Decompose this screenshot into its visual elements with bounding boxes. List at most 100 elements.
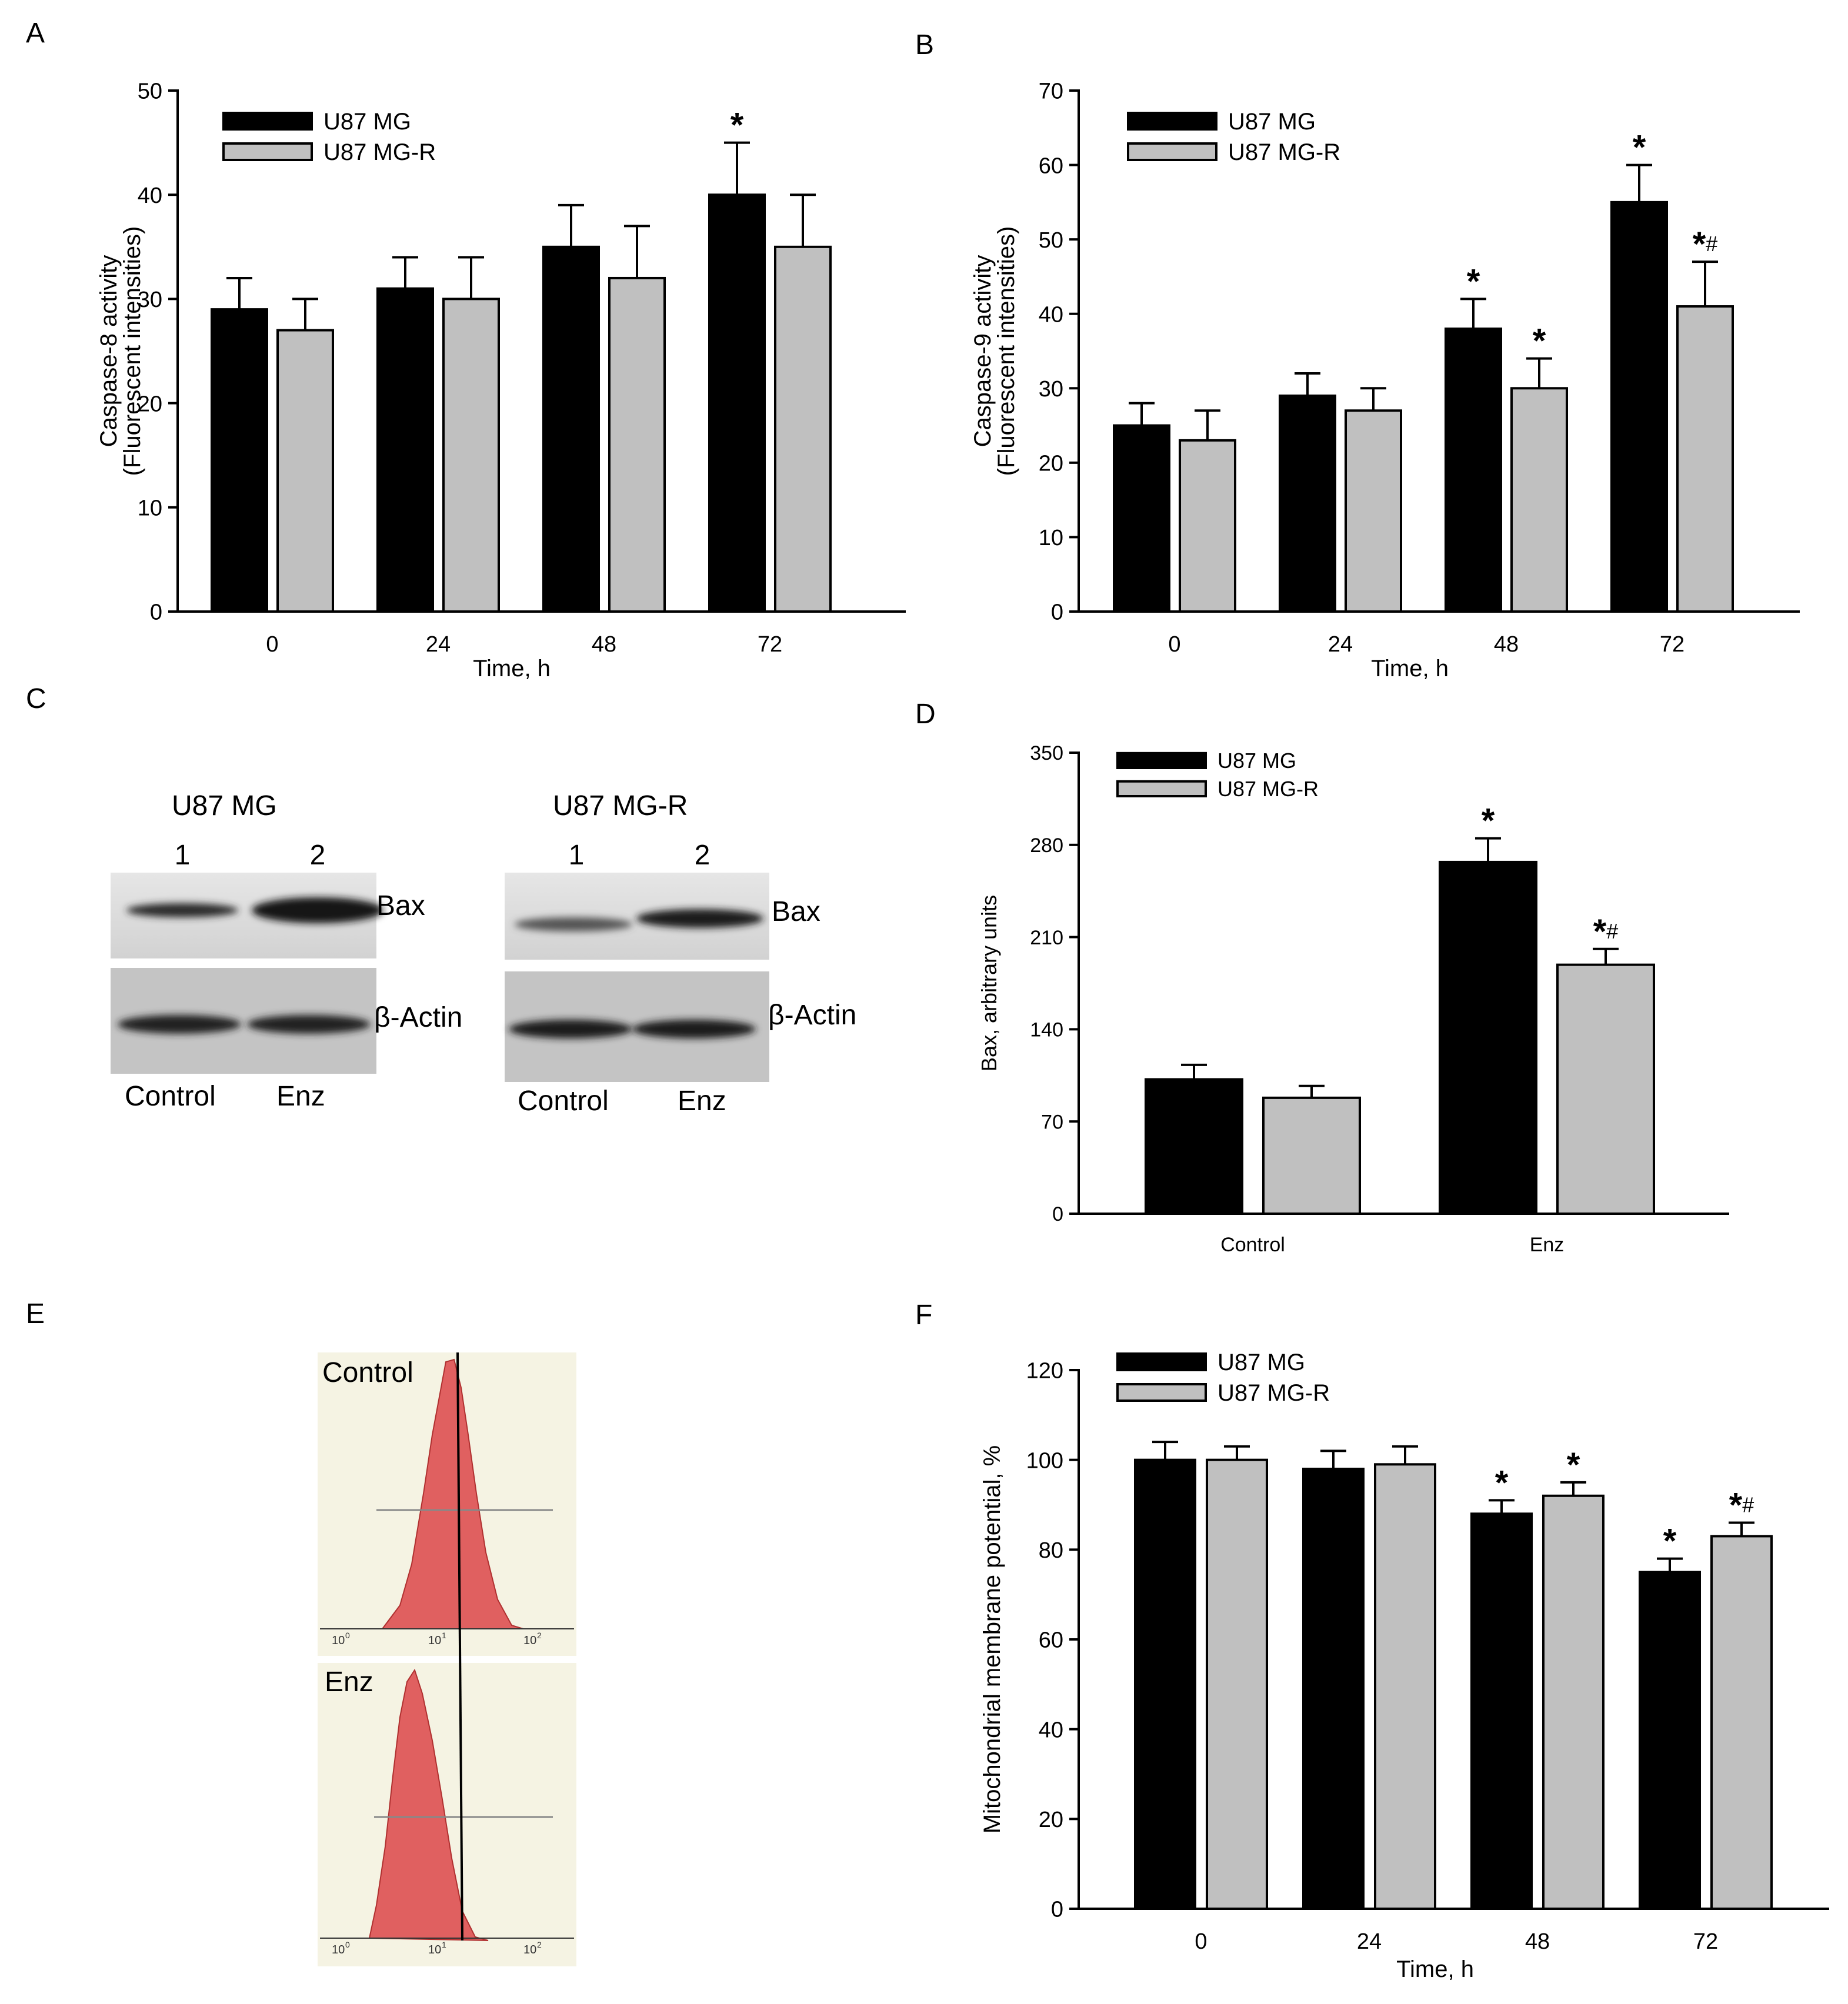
y-tick-label: 40 xyxy=(1039,302,1063,327)
bar xyxy=(1262,1096,1361,1215)
y-tick-label: 0 xyxy=(1051,600,1063,625)
legend-swatch xyxy=(1127,142,1217,161)
y-tick-label: 0 xyxy=(150,600,162,625)
bar xyxy=(1302,1467,1365,1910)
flow-control-tick-1-exp: 1 xyxy=(442,1631,446,1640)
significance-mark: * xyxy=(730,106,744,145)
x-axis-title: Time, h xyxy=(1396,1956,1474,1982)
bar xyxy=(542,245,600,613)
panel-label-e: E xyxy=(26,1298,45,1330)
bar xyxy=(1439,860,1537,1215)
bar xyxy=(376,287,434,613)
blot-left-actin-band-2 xyxy=(247,1015,371,1034)
flow-enz-tick-0: 10 xyxy=(332,1943,345,1956)
y-tick-label: 30 xyxy=(138,288,162,312)
y-tick-label: 0 xyxy=(1052,1203,1063,1225)
blot-right-bax-label: Bax xyxy=(772,896,820,927)
blot-right-actin-band-2 xyxy=(632,1020,756,1038)
y-axis-title: Caspase-9 activity xyxy=(970,255,996,447)
y-axis-title: Caspase-8 activity xyxy=(96,255,122,447)
flow-cytometry-panel: Control Enz 10 0 10 1 10 2 10 0 10 1 10 … xyxy=(318,1352,576,1966)
significance-mark: * xyxy=(1482,802,1495,840)
caspase-8-chart: 0 10 20 30 40 50 0 24 48 * 72 Time, h Caspase-8 acti… xyxy=(96,79,906,682)
panel-label-f: F xyxy=(915,1300,932,1331)
bar xyxy=(708,193,766,613)
bar xyxy=(1374,1463,1436,1911)
flow-control-tick-2: 10 xyxy=(523,1634,536,1647)
legend-label: U87 MG xyxy=(1217,749,1296,773)
bar xyxy=(1470,1512,1533,1910)
panel-label-d: D xyxy=(915,699,936,730)
blot-right-lane-1: 1 xyxy=(569,840,585,871)
western-blot-left: U87 MG 1 2 Bax β-Actin Control Enz xyxy=(111,790,462,1112)
significance-mark: * xyxy=(1495,1464,1509,1502)
bar xyxy=(1676,305,1734,613)
flow-control-label: Control xyxy=(322,1357,413,1388)
panel-label-c: C xyxy=(26,683,46,714)
y-tick-label: 120 xyxy=(1026,1359,1063,1384)
bar xyxy=(1179,439,1236,613)
significance-mark: * xyxy=(1567,1446,1580,1484)
panel-label-b: B xyxy=(915,29,934,61)
x-tick-label: 24 xyxy=(426,632,451,657)
y-tick-label: 20 xyxy=(1039,1808,1063,1832)
y-axis-title-line-2: (Fluorescent intensities) xyxy=(119,226,145,476)
bar xyxy=(1134,1458,1196,1911)
blot-right-bax-band-1 xyxy=(515,917,632,931)
y-tick-label: 350 xyxy=(1030,742,1063,764)
blot-left-actin-label: β-Actin xyxy=(374,1002,462,1033)
bar xyxy=(1542,1494,1605,1911)
x-tick-label: 24 xyxy=(1328,632,1353,657)
y-tick-label: 70 xyxy=(1041,1111,1063,1133)
bar xyxy=(774,245,832,613)
significance-mark: * xyxy=(1533,322,1546,360)
significance-mark: * xyxy=(1467,262,1480,300)
blot-left-condition-enz: Enz xyxy=(276,1081,325,1112)
significance-mark: *# xyxy=(1693,225,1718,263)
blot-left-condition-control: Control xyxy=(125,1081,216,1112)
y-axis-title: Bax, arbitrary units xyxy=(977,895,1001,1071)
blot-left-lane-1: 1 xyxy=(175,840,191,871)
y-tick-label: 80 xyxy=(1039,1538,1063,1563)
bar xyxy=(211,308,268,613)
y-tick-label: 20 xyxy=(138,392,162,416)
mitochondrial-potential-chart: 0 20 40 60 80 100 120 0 24 * * 48 * *# 72 Time, h Mitoch… xyxy=(979,1350,1829,1982)
legend-label: U87 MG xyxy=(323,109,411,135)
y-tick-label: 0 xyxy=(1051,1898,1063,1922)
y-tick-label: 70 xyxy=(1039,79,1063,104)
flow-reference-line xyxy=(456,1352,463,1941)
y-tick-label: 40 xyxy=(138,183,162,208)
y-tick-label: 100 xyxy=(1026,1448,1063,1473)
x-tick-label: 0 xyxy=(266,632,278,657)
flow-enz-histogram xyxy=(368,1668,489,1941)
blot-right-condition-control: Control xyxy=(518,1086,609,1117)
y-axis-title: Mitochondrial membrane potential, % xyxy=(979,1445,1005,1833)
significance-mark: * xyxy=(1633,129,1646,167)
legend-swatch xyxy=(1116,1383,1207,1402)
x-tick-label: 72 xyxy=(1693,1929,1718,1954)
caspase-9-chart: 0 10 20 30 40 50 60 70 0 24 * * 48 * *# 72 Time, h Caspas… xyxy=(970,79,1800,682)
bar xyxy=(1145,1078,1243,1215)
blot-right-title: U87 MG-R xyxy=(553,790,688,821)
western-blot-right: U87 MG-R 1 2 Bax β-Actin Control Enz xyxy=(505,790,856,1117)
legend-label: U87 MG-R xyxy=(1217,777,1319,801)
y-tick-label: 40 xyxy=(1039,1718,1063,1742)
x-tick-label: 72 xyxy=(758,632,782,657)
significance-mark: * xyxy=(1663,1522,1677,1561)
x-tick-label: 48 xyxy=(1494,632,1519,657)
bar xyxy=(1610,201,1668,613)
x-axis-title: Time, h xyxy=(473,656,551,682)
bar xyxy=(1710,1535,1773,1910)
y-tick-label: 60 xyxy=(1039,153,1063,178)
significance-mark: *# xyxy=(1729,1487,1754,1525)
flow-enz-tick-1: 10 xyxy=(428,1943,441,1956)
blot-left-lane-2: 2 xyxy=(310,840,326,871)
y-tick-label: 210 xyxy=(1030,927,1063,949)
flow-control-tick-0-exp: 0 xyxy=(345,1631,350,1640)
bar xyxy=(442,298,500,613)
bar xyxy=(1206,1458,1268,1911)
bar xyxy=(608,276,666,613)
flow-enz-label: Enz xyxy=(325,1666,373,1698)
legend-swatch xyxy=(222,112,313,131)
